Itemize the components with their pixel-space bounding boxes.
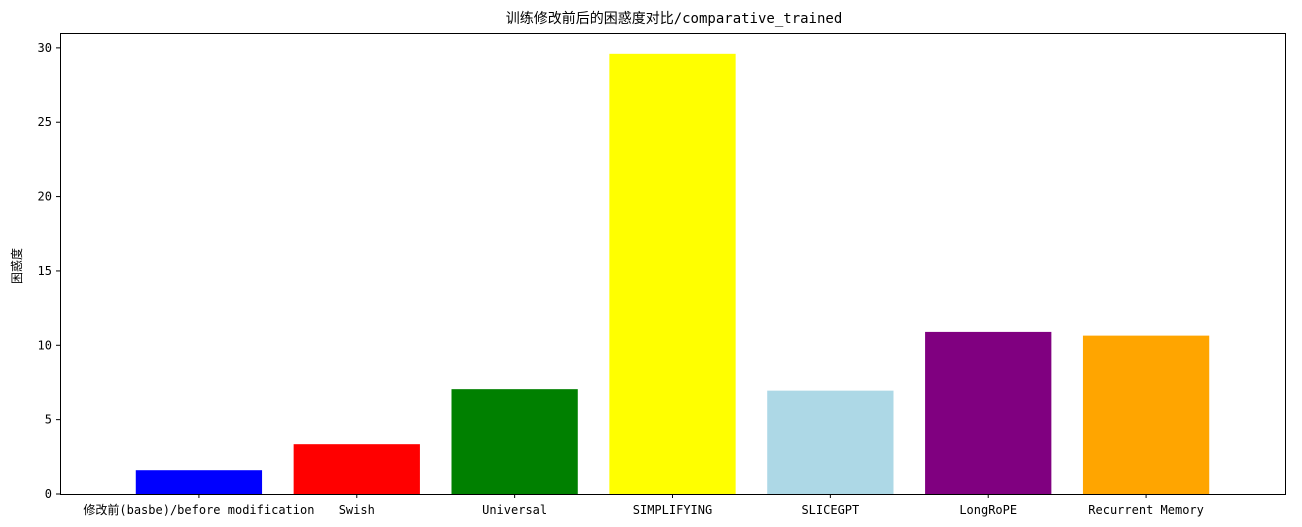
x-tick-label: SIMPLIFYING [633, 503, 712, 517]
bar-1 [293, 444, 420, 494]
x-axis-ticks: 修改前(basbe)/before modification Swish Unive… [83, 494, 1204, 517]
x-tick-label: Recurrent Memory [1088, 503, 1204, 517]
bar-3 [609, 53, 736, 494]
bar-4 [767, 390, 894, 494]
bar-0 [135, 470, 263, 494]
y-tick-label: 15 [38, 264, 52, 278]
y-axis-ticks: 0 5 10 15 20 25 30 [38, 41, 60, 501]
x-tick-label: Swish [339, 503, 375, 517]
bars-group [135, 53, 1210, 494]
y-tick-label: 10 [38, 338, 52, 352]
x-tick-label: SLICEGPT [801, 503, 859, 517]
y-tick-label: 0 [45, 487, 52, 501]
y-tick-label: 20 [38, 190, 52, 204]
x-tick-label: Universal [482, 503, 547, 517]
bar-2 [451, 389, 578, 494]
y-tick-label: 5 [45, 413, 52, 427]
x-tick-label: 修改前(basbe)/before modification [83, 502, 314, 517]
bar-6 [1082, 335, 1210, 494]
bar-5 [925, 331, 1052, 494]
x-tick-label: LongRoPE [959, 503, 1017, 517]
chart-title: 训练修改前后的困惑度对比/comparative_trained [506, 10, 843, 27]
plot-frame [60, 33, 1286, 495]
y-axis-label: 困惑度 [9, 248, 24, 284]
y-tick-label: 30 [38, 41, 52, 55]
y-tick-label: 25 [38, 115, 52, 129]
